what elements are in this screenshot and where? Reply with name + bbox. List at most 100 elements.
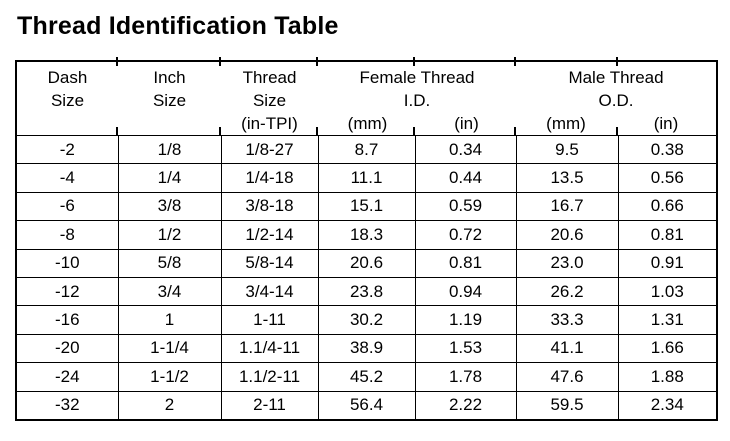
column-divider-tick: [116, 57, 118, 66]
table-cell: 2.22: [414, 390, 517, 421]
table-cell: 1.19: [414, 305, 517, 335]
header-units-row: (mm) (in): [318, 112, 516, 135]
table-cell: 59.5: [515, 390, 619, 421]
table-cell: 9.5: [515, 134, 619, 165]
column-divider-tick: [514, 57, 516, 66]
table-row: -16 1 1-11 30.2 1.19 33.3 1.31: [15, 305, 718, 335]
column-divider-tick: [413, 57, 415, 66]
table-cell: 1/2-14: [220, 220, 319, 250]
table: Dash Size Inch Size Thread Size (in-TPI)…: [15, 60, 719, 421]
header-label: Male Thread: [568, 68, 664, 87]
table-cell: 41.1: [515, 333, 619, 364]
header-unit-label: (mm): [546, 114, 586, 133]
header-row: Dash Size Inch Size Thread Size (in-TPI)…: [16, 61, 718, 136]
table-cell: 1.88: [617, 362, 718, 392]
table-cell: 1.03: [617, 276, 718, 307]
table-cell: -8: [15, 220, 119, 250]
table-cell: 1-11: [220, 305, 319, 335]
table-cell: -12: [15, 276, 119, 307]
header-thread-size: Thread Size (in-TPI): [221, 61, 318, 136]
header-unit-label: (in): [653, 114, 679, 133]
table-cell: 23.0: [515, 248, 619, 278]
table-cell: 3/8: [117, 191, 222, 222]
header-dash-size: Dash Size: [16, 61, 118, 136]
table-cell: 13.5: [515, 163, 619, 193]
page-title: Thread Identification Table: [17, 12, 339, 40]
table-cell: 1.66: [617, 333, 718, 364]
table-header: Dash Size Inch Size Thread Size (in-TPI)…: [16, 61, 718, 136]
table-cell: 1.1/2-11: [220, 362, 319, 392]
table-body: -2 1/8 1/8-27 8.7 0.34 9.5 0.38 -4 1/4 1…: [15, 134, 718, 421]
table-cell: 0.91: [617, 248, 718, 278]
table-row: -12 3/4 3/4-14 23.8 0.94 26.2 1.03: [15, 276, 718, 307]
table-cell: 0.44: [414, 163, 517, 193]
table-cell: 11.1: [317, 163, 416, 193]
header-female-thread-id: Female Thread I.D. (mm) (in): [318, 61, 516, 136]
table-cell: 5/8-14: [220, 248, 319, 278]
header-label: Size: [50, 91, 85, 110]
table-cell: -32: [15, 390, 119, 421]
header-label: Dash: [47, 68, 88, 87]
table-row: -24 1-1/2 1.1/2-11 45.2 1.78 47.6 1.88: [15, 362, 718, 392]
header-label: Inch: [153, 68, 186, 87]
table-cell: -6: [15, 191, 119, 222]
header-label: Female Thread: [359, 68, 475, 87]
table-cell: 8.7: [317, 134, 416, 165]
column-divider-tick: [514, 127, 516, 135]
header-unit-label: (in): [454, 114, 479, 133]
table-cell: 2.34: [617, 390, 718, 421]
header-label: Thread: [242, 68, 297, 87]
table-cell: 20.6: [515, 220, 619, 250]
table-cell: 1: [117, 305, 222, 335]
table-cell: 0.81: [617, 220, 718, 250]
table-cell: 0.81: [414, 248, 517, 278]
table-cell: 30.2: [317, 305, 416, 335]
table-cell: 38.9: [317, 333, 416, 364]
table-row: -10 5/8 5/8-14 20.6 0.81 23.0 0.91: [15, 248, 718, 278]
table-cell: 16.7: [515, 191, 619, 222]
table-cell: -20: [15, 333, 119, 364]
table-cell: 56.4: [317, 390, 416, 421]
header-unit-label: (in-TPI): [241, 114, 298, 133]
column-divider-tick: [116, 127, 118, 135]
table-cell: -16: [15, 305, 119, 335]
column-divider-tick: [616, 57, 618, 66]
table-cell: -10: [15, 248, 119, 278]
column-divider-tick: [413, 127, 415, 135]
header-label: Size: [152, 91, 187, 110]
table-cell: 1.78: [414, 362, 517, 392]
table-cell: 23.8: [317, 276, 416, 307]
table-cell: 1.1/4-11: [220, 333, 319, 364]
table-cell: 0.59: [414, 191, 517, 222]
table-cell: 1.53: [414, 333, 517, 364]
table-cell: 0.66: [617, 191, 718, 222]
table-cell: 3/4-14: [220, 276, 319, 307]
table-cell: 3/8-18: [220, 191, 319, 222]
header-label: Size: [252, 91, 287, 110]
table-cell: 26.2: [515, 276, 619, 307]
table-cell: 33.3: [515, 305, 619, 335]
table-cell: 20.6: [317, 248, 416, 278]
table-row: -2 1/8 1/8-27 8.7 0.34 9.5 0.38: [15, 134, 718, 165]
header-male-thread-od: Male Thread O.D. (mm) (in): [516, 61, 718, 136]
table-cell: 1-1/2: [117, 362, 222, 392]
table-cell: 1/2: [117, 220, 222, 250]
table-cell: 18.3: [317, 220, 416, 250]
table-cell: 1.31: [617, 305, 718, 335]
table-cell: 2-11: [220, 390, 319, 421]
column-divider-tick: [219, 57, 221, 66]
table-row: -8 1/2 1/2-14 18.3 0.72 20.6 0.81: [15, 220, 718, 250]
table-row: -20 1-1/4 1.1/4-11 38.9 1.53 41.1 1.66: [15, 333, 718, 364]
table-cell: 3/4: [117, 276, 222, 307]
table-cell: 0.56: [617, 163, 718, 193]
table-cell: 1/8: [117, 134, 222, 165]
table-cell: 5/8: [117, 248, 222, 278]
table-cell: -2: [15, 134, 119, 165]
table-cell: 1/8-27: [220, 134, 319, 165]
column-divider-tick: [219, 127, 221, 135]
table-cell: 2: [117, 390, 222, 421]
thread-identification-table: Dash Size Inch Size Thread Size (in-TPI)…: [15, 57, 719, 421]
header-unit-label: (mm): [347, 114, 388, 133]
table-cell: 0.34: [414, 134, 517, 165]
